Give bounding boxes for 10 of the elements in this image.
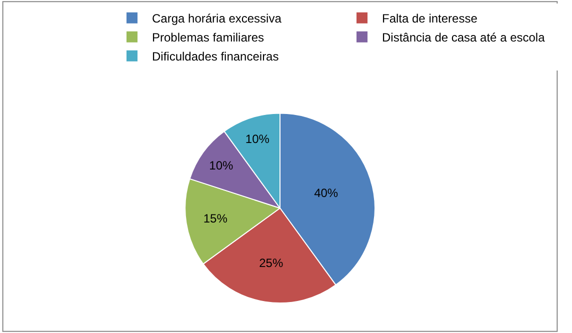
- data-label: 15%: [203, 211, 228, 226]
- legend-label: Distância de casa até a escola: [382, 30, 546, 45]
- data-label: 40%: [314, 186, 338, 200]
- legend-label: Carga horária excessiva: [152, 12, 282, 26]
- legend-label: Dificuldades financeiras: [152, 50, 279, 64]
- legend-label: Falta de interesse: [382, 12, 478, 26]
- data-label: 10%: [245, 132, 270, 146]
- legend-label: Problemas familiares: [152, 30, 264, 45]
- data-label: 10%: [209, 158, 234, 173]
- data-label: 25%: [259, 256, 284, 270]
